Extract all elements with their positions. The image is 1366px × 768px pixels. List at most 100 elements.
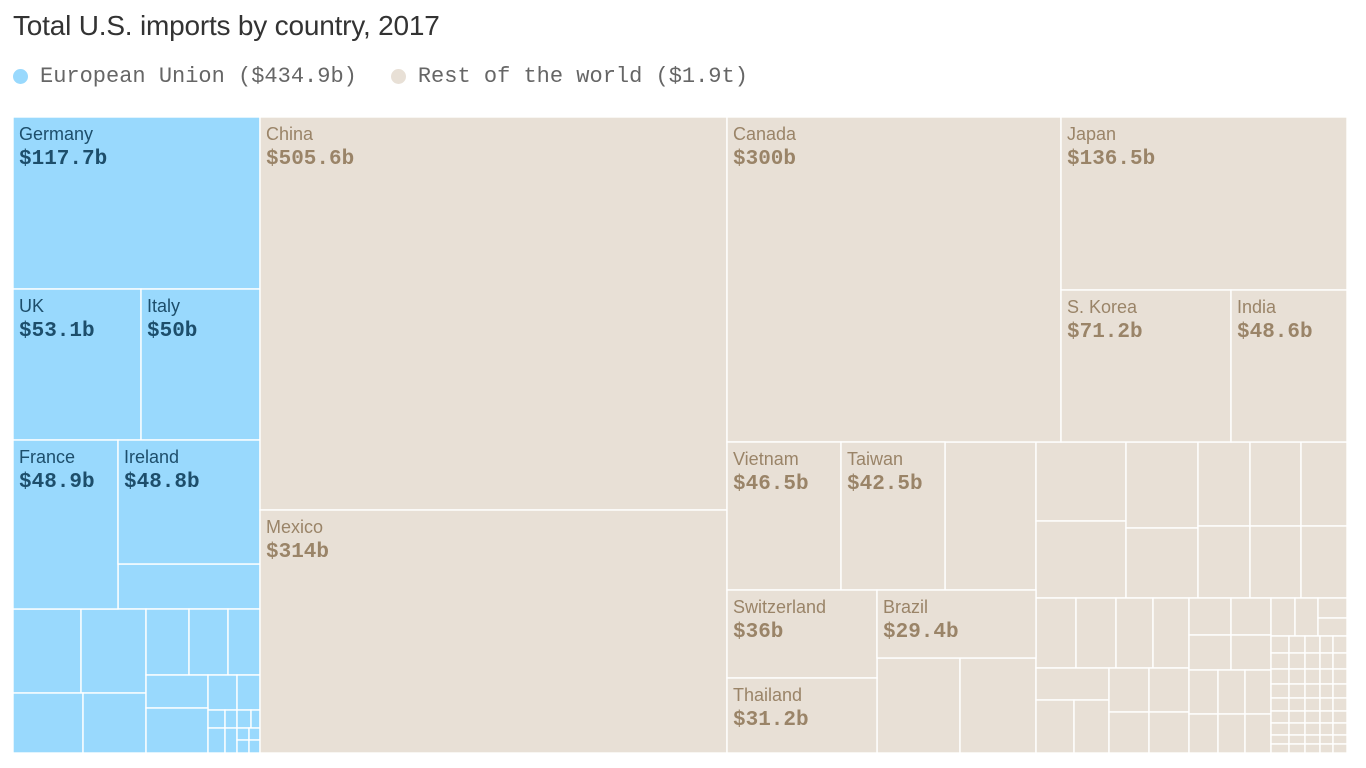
treemap-tile-rest-tiny bbox=[1304, 635, 1321, 654]
tile-value-india: $48.6b bbox=[1237, 321, 1313, 344]
treemap-tile-rest-tiny bbox=[1270, 697, 1290, 712]
treemap-tile-rest-small bbox=[1300, 441, 1348, 527]
treemap-tile-uk bbox=[12, 288, 142, 441]
treemap-tile-rest-tiny bbox=[1270, 668, 1290, 685]
treemap-tile-rest-small bbox=[1188, 597, 1232, 636]
treemap-tile-rest-tiny bbox=[1304, 683, 1321, 699]
treemap-tile-india bbox=[1230, 289, 1348, 443]
tile-value-s-korea: $71.2b bbox=[1067, 321, 1143, 344]
treemap-tile-rest-tiny bbox=[1304, 734, 1321, 745]
treemap-tile-rest-small bbox=[1152, 597, 1190, 669]
tile-value-uk: $53.1b bbox=[19, 320, 95, 343]
treemap-tile-eu-small bbox=[145, 707, 209, 754]
treemap-tile-eu-small bbox=[207, 727, 226, 754]
treemap-tile-eu-small bbox=[224, 709, 238, 729]
treemap-tile-rest-small bbox=[876, 657, 961, 754]
treemap-tile-rest-small bbox=[1249, 525, 1302, 599]
treemap-tile-eu-small bbox=[227, 608, 261, 676]
tile-label-brazil: Brazil bbox=[883, 597, 928, 617]
tile-label-taiwan: Taiwan bbox=[847, 449, 903, 469]
treemap-tile-rest-tiny bbox=[1270, 743, 1290, 754]
treemap-tile-rest-tiny bbox=[1332, 635, 1348, 654]
treemap-tile-eu-small bbox=[12, 608, 82, 694]
tile-label-switzerland: Switzerland bbox=[733, 597, 826, 617]
tile-label-vietnam: Vietnam bbox=[733, 449, 799, 469]
treemap-tile-rest-tiny bbox=[1288, 683, 1306, 699]
treemap-tile-rest-tiny bbox=[1319, 734, 1334, 745]
tile-value-brazil: $29.4b bbox=[883, 621, 959, 644]
treemap-tile-rest-tiny bbox=[1332, 652, 1348, 670]
treemap-tile-rest-small bbox=[1188, 634, 1232, 671]
tile-label-japan: Japan bbox=[1067, 124, 1116, 144]
treemap-tile-rest-small bbox=[1035, 597, 1077, 669]
treemap-tile-rest-small bbox=[1300, 525, 1348, 599]
treemap-tile-rest-tiny bbox=[1332, 743, 1348, 754]
treemap-tile-rest-tiny bbox=[1332, 710, 1348, 724]
treemap-tile-rest-tiny bbox=[1332, 734, 1348, 745]
tile-value-ireland: $48.8b bbox=[124, 471, 200, 494]
treemap-tile-rest-tiny bbox=[1304, 652, 1321, 670]
treemap-tile-vietnam bbox=[726, 441, 842, 591]
treemap-tile-china bbox=[259, 116, 728, 511]
treemap-tile-rest-small bbox=[1148, 667, 1190, 713]
treemap-tile-eu-small bbox=[236, 727, 250, 741]
treemap-tile-eu-small bbox=[224, 727, 238, 754]
tile-value-thailand: $31.2b bbox=[733, 709, 809, 732]
treemap-tile-rest-small bbox=[1075, 597, 1117, 669]
treemap-tile-rest-small bbox=[1108, 667, 1150, 713]
treemap-tile-rest-tiny bbox=[1332, 697, 1348, 712]
tile-label-india: India bbox=[1237, 297, 1277, 317]
treemap-tile-eu-small bbox=[236, 739, 250, 754]
treemap-tile-germany bbox=[12, 116, 261, 290]
treemap-tile-rest-small bbox=[1230, 634, 1272, 671]
tile-value-vietnam: $46.5b bbox=[733, 473, 809, 496]
treemap-tile-rest-small bbox=[1230, 597, 1272, 636]
treemap-tile-rest-tiny bbox=[1304, 722, 1321, 736]
treemap-tile-rest-tiny bbox=[1288, 635, 1306, 654]
treemap-tile-rest-small bbox=[1073, 699, 1110, 754]
legend-label-rest: Rest of the world ($1.9t) bbox=[417, 64, 748, 89]
treemap-tile-eu-small bbox=[248, 739, 261, 754]
treemap-tile-eu-small bbox=[82, 692, 147, 754]
treemap-tile-rest-small bbox=[1188, 669, 1219, 715]
treemap-tile-rest-tiny bbox=[1319, 697, 1334, 712]
treemap-tile-mexico bbox=[259, 509, 728, 754]
tile-value-taiwan: $42.5b bbox=[847, 473, 923, 496]
treemap-tile-rest-small bbox=[1148, 711, 1190, 754]
treemap-tile-eu-small bbox=[145, 674, 209, 709]
tile-value-france: $48.9b bbox=[19, 471, 95, 494]
treemap-tile-rest-small bbox=[1125, 441, 1199, 529]
treemap-tile-eu-small bbox=[248, 727, 261, 741]
treemap-tile-italy bbox=[140, 288, 261, 441]
treemap-tile-rest-tiny bbox=[1319, 743, 1334, 754]
legend-item-eu: European Union ($434.9b) bbox=[13, 64, 357, 89]
treemap-tile-rest-small bbox=[1317, 617, 1348, 637]
treemap-tile-rest-tiny bbox=[1319, 668, 1334, 685]
treemap-tile-rest-tiny bbox=[1270, 734, 1290, 745]
treemap-tile-rest-tiny bbox=[1270, 722, 1290, 736]
treemap-tile-rest-tiny bbox=[1270, 683, 1290, 699]
treemap-tile-eu-small bbox=[188, 608, 229, 676]
treemap-tile-taiwan bbox=[840, 441, 946, 591]
treemap-tile-rest-tiny bbox=[1304, 710, 1321, 724]
treemap-tile-rest-tiny bbox=[1288, 722, 1306, 736]
legend-item-rest: Rest of the world ($1.9t) bbox=[390, 64, 748, 89]
treemap-tile-rest-tiny bbox=[1288, 734, 1306, 745]
tile-label-italy: Italy bbox=[147, 296, 180, 316]
treemap-tile-ireland bbox=[117, 439, 261, 565]
treemap-tile-rest-small bbox=[1249, 441, 1302, 527]
treemap-tile-rest-small bbox=[1035, 667, 1110, 701]
treemap-tile-rest-tiny bbox=[1304, 668, 1321, 685]
treemap-tile-eu-small bbox=[80, 608, 147, 694]
treemap-tile-rest-tiny bbox=[1288, 652, 1306, 670]
treemap-tile-rest-small bbox=[1108, 711, 1150, 754]
tile-value-germany: $117.7b bbox=[19, 148, 107, 171]
tile-label-france: France bbox=[19, 447, 75, 467]
tile-label-mexico: Mexico bbox=[266, 517, 323, 537]
tile-value-italy: $50b bbox=[147, 320, 197, 343]
treemap-tile-rest-tiny bbox=[1332, 683, 1348, 699]
treemap-tile-japan bbox=[1060, 116, 1348, 291]
chart-title: Total U.S. imports by country, 2017 bbox=[13, 10, 440, 41]
treemap-tile-eu-small bbox=[236, 674, 261, 711]
